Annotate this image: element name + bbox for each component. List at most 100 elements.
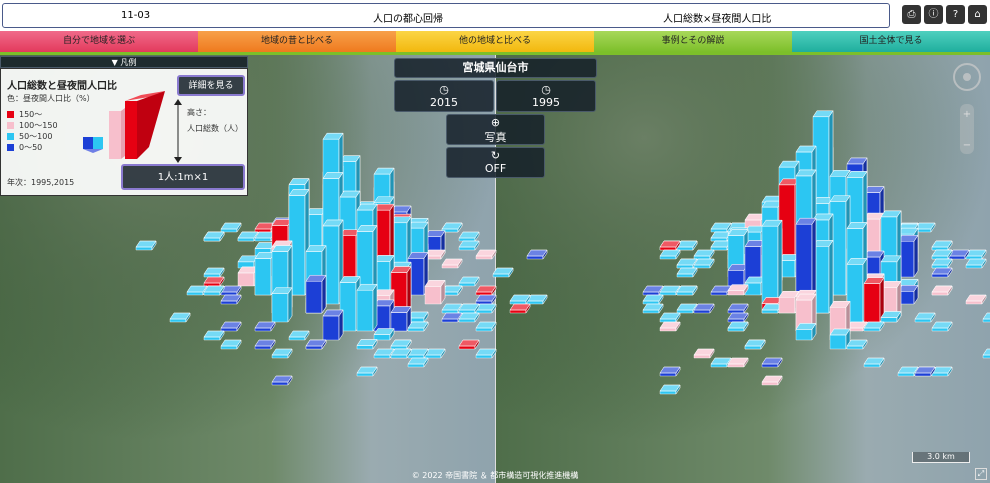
block-face [356, 284, 378, 291]
block-face [710, 291, 728, 296]
scale-button[interactable]: 1人:1m×1 [121, 164, 245, 190]
block-face [897, 366, 919, 374]
block-face [356, 339, 378, 346]
region: 宮城県仙台市 [394, 58, 597, 78]
block-face [676, 267, 698, 275]
detail-button[interactable]: 詳細を見る [177, 75, 245, 96]
block-face [914, 366, 936, 374]
block-face [135, 240, 157, 248]
block-face [744, 339, 766, 347]
block-face [659, 312, 681, 320]
legend-swatch [7, 133, 14, 140]
legend-swatch [7, 111, 14, 118]
year-right[interactable]: ◷ 1995 [496, 80, 596, 112]
years: 年次：1995,2015 [7, 178, 75, 187]
block-face [288, 330, 310, 338]
block-face [458, 303, 480, 311]
tab[interactable]: 地域の昔と比べる [198, 31, 396, 52]
help-button[interactable]: ? [946, 5, 965, 24]
block-face [373, 196, 395, 203]
block-face [931, 264, 949, 269]
block-face [220, 228, 238, 233]
block-face [407, 327, 425, 332]
block-face [727, 363, 745, 368]
block-face [829, 170, 851, 177]
block-face [778, 291, 800, 298]
globe-icon: ⊕ [490, 116, 501, 129]
block-face [693, 354, 711, 359]
block-face [390, 348, 412, 356]
block-face [288, 189, 310, 196]
tab[interactable]: 国土全体で見る [792, 31, 990, 52]
info-button[interactable]: ⓘ [924, 5, 943, 24]
block-face [863, 321, 885, 329]
block-face [373, 328, 395, 335]
block-face [458, 345, 476, 350]
block-face [305, 275, 327, 282]
header: 11-03 人口の都心回帰 人口総数×昼夜間人口比 [2, 3, 890, 28]
block-face [339, 276, 361, 283]
legend-toggle[interactable]: ▼ 凡例 [0, 56, 248, 68]
block-face [271, 348, 293, 356]
block-face [880, 255, 902, 263]
legend-item: 150～ [7, 109, 58, 120]
block-face [458, 318, 476, 323]
block-face [676, 291, 694, 296]
year-left[interactable]: ◷ 2015 [394, 80, 494, 112]
block-face [390, 266, 412, 273]
block-face [492, 267, 514, 275]
block-face [305, 345, 323, 350]
block-face [693, 303, 715, 311]
block-face [965, 255, 983, 260]
legend-swatch [7, 144, 14, 151]
block-face [727, 357, 749, 365]
block-face [475, 354, 493, 359]
block-face [693, 309, 711, 314]
block-face [356, 203, 378, 211]
block-face [931, 240, 953, 248]
tab[interactable]: 事例とその解説 [594, 31, 792, 52]
block-face [271, 245, 293, 252]
height-arrow [174, 99, 182, 163]
block-face [659, 249, 681, 257]
block-face [676, 258, 698, 266]
block-face [271, 354, 289, 359]
legend-item: 0～50 [7, 142, 58, 153]
tab[interactable]: 自分で地域を選ぶ [0, 31, 198, 52]
block-face [407, 363, 425, 368]
block-face [659, 285, 681, 293]
block-face [982, 354, 990, 359]
block-face [203, 231, 225, 239]
block-face [203, 285, 225, 293]
block-face [846, 345, 864, 350]
block-face [931, 258, 953, 266]
year-label: 1995 [532, 96, 560, 109]
legend-label: 150～ [19, 110, 43, 119]
block-face [220, 321, 242, 329]
block-face [169, 318, 187, 323]
code: 11-03 [121, 10, 151, 21]
print-button[interactable]: ⎙ [902, 5, 921, 24]
block-face [914, 312, 936, 320]
legend-toggle-label: 凡例 [120, 58, 137, 67]
block-face [356, 345, 374, 350]
zoom-slider[interactable] [960, 104, 974, 154]
block-face [863, 283, 881, 323]
clock-icon: ◷ [439, 83, 449, 96]
fullscreen-button[interactable]: ⤢ [975, 468, 987, 480]
photo-button[interactable]: ⊕ 写真 [446, 114, 545, 145]
legend-items: 150～ 100～150 50～100 0～50 [7, 109, 58, 153]
block-face [761, 225, 779, 305]
block-face [441, 318, 459, 323]
block-face [475, 249, 497, 257]
block-face [659, 321, 681, 329]
block-face [458, 312, 480, 320]
nav-controls: +− [953, 63, 981, 154]
compass[interactable] [953, 63, 981, 91]
block-face [846, 171, 868, 178]
block-face [509, 309, 527, 314]
block-face [424, 280, 446, 287]
tab[interactable]: 他の地域と比べる [396, 31, 594, 52]
home-button[interactable]: ⌂ [968, 5, 987, 24]
toggle-button[interactable]: ↻ OFF [446, 147, 545, 178]
